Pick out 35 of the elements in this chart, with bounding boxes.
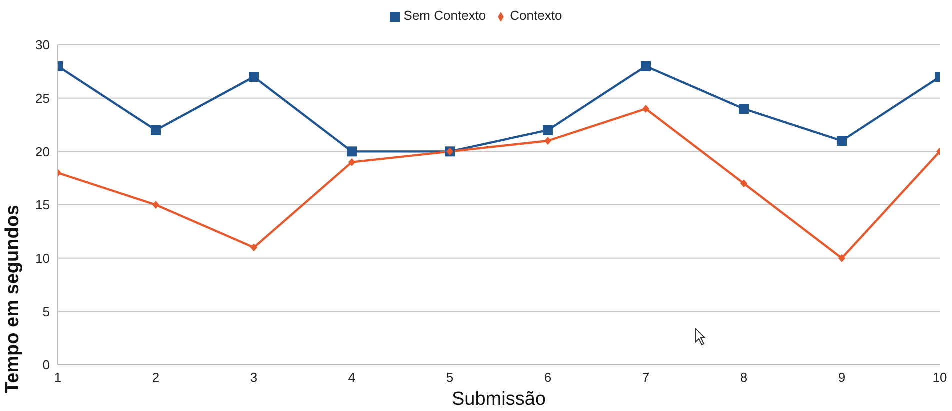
x-tick-label: 6 xyxy=(544,370,552,386)
point xyxy=(152,201,160,209)
point xyxy=(641,61,651,72)
x-tick-label: 5 xyxy=(446,370,454,386)
legend-label: Contexto xyxy=(510,8,562,23)
y-tick-label: 20 xyxy=(36,144,50,160)
point xyxy=(151,125,161,136)
x-tick-label: 9 xyxy=(838,370,846,386)
point xyxy=(543,125,553,136)
legend-label: Sem Contexto xyxy=(404,8,486,23)
x-tick-label: 10 xyxy=(932,370,948,386)
y-tick-label: 10 xyxy=(36,250,50,266)
x-tick-label: 3 xyxy=(250,370,258,386)
x-axis-title: Submissão xyxy=(452,389,546,410)
point xyxy=(544,137,552,145)
x-tick-label: 4 xyxy=(348,370,356,386)
point xyxy=(837,136,847,146)
point xyxy=(740,180,748,188)
point xyxy=(249,72,259,82)
point xyxy=(642,105,650,113)
point xyxy=(250,244,258,252)
y-tick-label: 15 xyxy=(36,198,50,213)
y-tick-label: 30 xyxy=(36,38,50,53)
y-tick-label: 25 xyxy=(36,90,50,106)
point xyxy=(348,158,356,166)
y-axis-title: Tempo em segundos xyxy=(2,205,24,394)
x-tick-label: 1 xyxy=(54,370,62,386)
x-tick-label: 2 xyxy=(152,370,160,386)
x-tick-label: 7 xyxy=(642,370,650,386)
y-tick-label: 5 xyxy=(42,304,50,320)
point xyxy=(347,146,357,157)
point xyxy=(838,254,846,262)
y-tick-label: 0 xyxy=(42,358,50,373)
point xyxy=(739,104,749,114)
x-tick-label: 8 xyxy=(740,370,748,386)
